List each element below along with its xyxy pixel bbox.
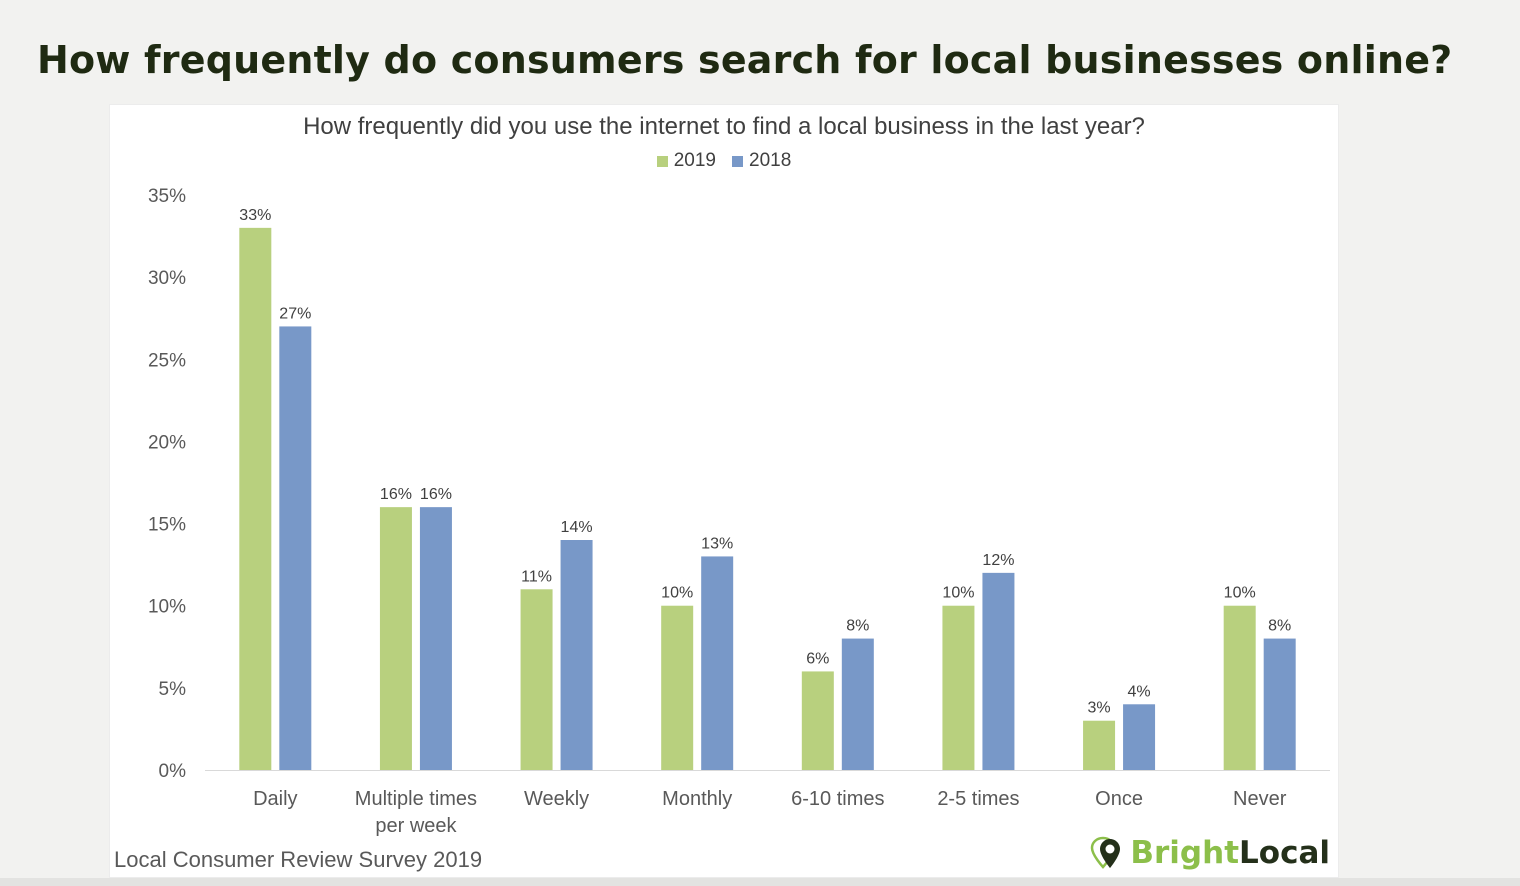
x-tick-label: Never	[1233, 788, 1287, 810]
y-tick-label: 30%	[148, 268, 186, 289]
x-tick-label: Multiple times	[355, 788, 477, 810]
bar-2018	[279, 326, 312, 770]
bar-2019	[520, 589, 553, 770]
data-label-2018: 4%	[1128, 683, 1151, 700]
bar-2018	[1123, 704, 1156, 770]
y-tick-label: 0%	[159, 761, 187, 782]
bar-2019	[801, 671, 834, 770]
bar-2019	[379, 507, 412, 770]
bar-2019	[239, 227, 272, 770]
x-tick-label: Daily	[253, 788, 297, 810]
legend-item-2019: 2019	[656, 150, 716, 172]
legend-swatch-2019	[656, 155, 668, 167]
data-label-2019: 16%	[380, 486, 412, 503]
y-tick-label: 15%	[148, 515, 186, 536]
bottom-strip	[0, 878, 1520, 886]
chart-legend: 2019 2018	[110, 150, 1338, 172]
brightlocal-logo: BrightLocal	[1090, 835, 1330, 871]
data-label-2018: 16%	[420, 486, 452, 503]
data-label-2018: 14%	[561, 519, 593, 536]
data-label-2019: 10%	[942, 585, 974, 602]
bar-2018	[1263, 638, 1296, 770]
data-label-2019: 33%	[239, 207, 271, 224]
y-tick-label: 5%	[159, 679, 187, 700]
slide-title: How frequently do consumers search for l…	[37, 38, 1453, 82]
source-note: Local Consumer Review Survey 2019	[114, 847, 483, 872]
y-tick-label: 25%	[148, 350, 186, 371]
x-tick-label: Once	[1095, 788, 1143, 810]
data-label-2018: 8%	[1268, 618, 1291, 635]
bar-2018	[841, 638, 874, 770]
legend-item-2018: 2018	[732, 150, 791, 172]
bar-chart-plot: 0% 5% 10% 15% 20% 25% 30% 35% 33% 27% Daily 16% 16% M…	[148, 186, 1330, 837]
chart-panel: How frequently did you use the internet …	[109, 104, 1339, 878]
bar-2018	[982, 572, 1015, 770]
bar-2018	[419, 507, 452, 770]
data-label-2019: 11%	[521, 568, 552, 585]
legend-swatch-2018	[732, 155, 743, 167]
data-label-2019: 10%	[661, 585, 693, 602]
x-tick-label: 6-10 times	[791, 788, 884, 810]
data-label-2018: 13%	[701, 535, 733, 552]
data-label-2019: 10%	[1224, 585, 1256, 602]
map-pin-icon	[1091, 836, 1121, 869]
bar-2019	[942, 605, 975, 770]
logo-text-local: Local	[1239, 835, 1330, 871]
x-tick-label: Monthly	[662, 788, 732, 810]
x-tick-label: per week	[375, 815, 457, 837]
y-tick-label: 20%	[148, 432, 186, 453]
bar-2019	[1223, 605, 1256, 770]
logo-text-bright: Bright	[1130, 835, 1240, 871]
bar-2018	[701, 556, 734, 770]
data-label-2018: 12%	[982, 552, 1014, 569]
y-tick-label: 10%	[148, 597, 186, 618]
data-label-2019: 3%	[1088, 700, 1111, 717]
legend-label-2018: 2018	[749, 150, 792, 171]
bar-2018	[560, 540, 593, 770]
x-tick-label: Weekly	[524, 788, 589, 810]
data-label-2018: 8%	[846, 618, 869, 635]
data-label-2019: 6%	[806, 650, 829, 667]
bar-2019	[1083, 720, 1116, 770]
y-tick-label: 35%	[148, 186, 186, 207]
chart-title: How frequently did you use the internet …	[303, 113, 1145, 140]
bar-2019	[661, 605, 694, 770]
x-tick-label: 2-5 times	[937, 788, 1019, 810]
data-label-2018: 27%	[279, 305, 311, 322]
legend-label-2019: 2019	[673, 150, 716, 171]
